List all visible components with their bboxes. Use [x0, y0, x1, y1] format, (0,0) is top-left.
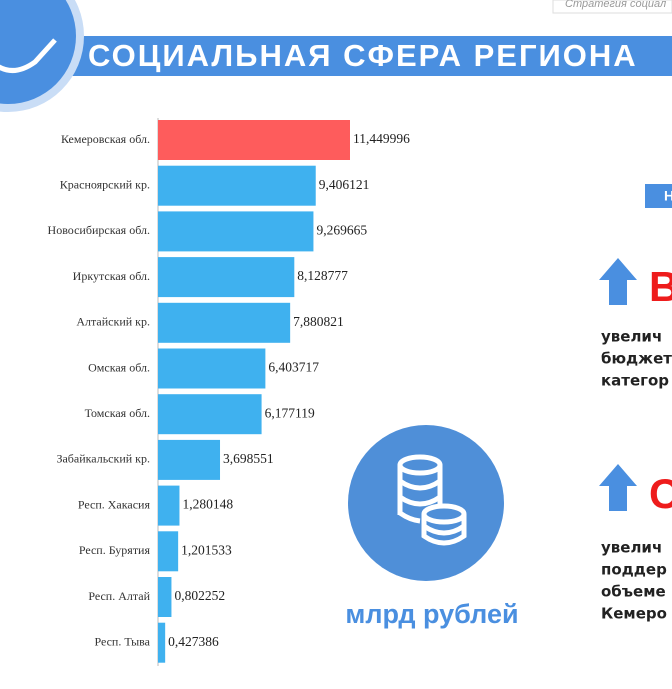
value-label: 9,269665 — [316, 222, 367, 237]
category-label: Иркутская обл. — [73, 269, 150, 283]
category-label: Респ. Алтай — [88, 589, 150, 603]
side-text: увелич — [601, 328, 662, 346]
category-label: Новосибирская обл. — [48, 223, 150, 237]
side-text: объеме — [601, 583, 666, 601]
value-label: 11,449996 — [353, 131, 410, 146]
bar — [158, 211, 314, 252]
category-label: Томская обл. — [85, 406, 150, 420]
category-label: Респ. Тыва — [94, 634, 150, 648]
arrow-up — [599, 258, 637, 305]
unit-label: млрд рублей — [345, 599, 518, 629]
category-label: Кемеровская обл. — [61, 132, 150, 146]
badge — [645, 184, 672, 208]
coins-icon — [397, 454, 467, 546]
side-text: увелич — [601, 539, 662, 557]
note-box — [552, 0, 672, 14]
value-label: 1,280148 — [182, 497, 233, 512]
value-label: 9,406121 — [319, 177, 370, 192]
top-note: Стратегия социал — [565, 0, 666, 10]
value-label: 7,880821 — [293, 314, 344, 329]
category-label: Красноярский кр. — [60, 177, 150, 191]
value-label: 6,403717 — [268, 360, 319, 375]
value-label: 6,177119 — [265, 405, 315, 420]
value-label: 3,698551 — [223, 451, 274, 466]
logo-hand — [0, 38, 57, 73]
bar — [158, 394, 262, 435]
side-text: бюджет — [601, 350, 672, 368]
category-label: Респ. Хакасия — [78, 497, 151, 511]
category-label: Омская обл. — [88, 360, 150, 374]
side-text: поддер — [601, 561, 667, 579]
bar — [158, 531, 179, 572]
title-bar — [72, 36, 672, 76]
bar — [158, 348, 266, 389]
bar — [158, 257, 295, 298]
side-text: категор — [601, 372, 669, 390]
badge-text: Н — [664, 188, 672, 204]
bar — [158, 577, 172, 617]
category-label: Забайкальский кр. — [56, 452, 150, 466]
bar — [158, 485, 180, 526]
block1-letter: В — [649, 263, 672, 310]
category-label: Респ. Бурятия — [79, 543, 151, 557]
title: СОЦИАЛЬНАЯ СФЕРА РЕГИОНА — [88, 38, 638, 73]
bar — [158, 165, 316, 206]
bar — [158, 439, 221, 480]
value-label: 0,427386 — [168, 634, 219, 649]
value-label: 8,128777 — [297, 268, 348, 283]
value-label: 1,201533 — [181, 542, 232, 557]
bar — [158, 120, 350, 160]
value-label: 0,802252 — [174, 588, 225, 603]
arrow-up — [599, 464, 637, 511]
side-text: Кемеро — [601, 605, 667, 623]
bar — [158, 302, 291, 343]
logo — [0, 0, 76, 104]
bar — [158, 622, 166, 663]
block2-letter: С — [649, 470, 672, 517]
category-label: Алтайский кр. — [76, 315, 150, 329]
